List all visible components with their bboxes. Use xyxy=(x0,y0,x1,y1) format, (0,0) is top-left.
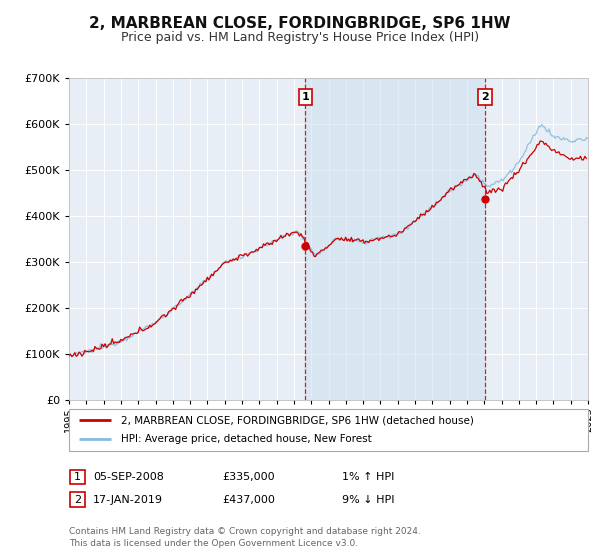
Text: 2, MARBREAN CLOSE, FORDINGBRIDGE, SP6 1HW (detached house): 2, MARBREAN CLOSE, FORDINGBRIDGE, SP6 1H… xyxy=(121,415,474,425)
FancyBboxPatch shape xyxy=(69,409,588,451)
Text: 05-SEP-2008: 05-SEP-2008 xyxy=(93,472,164,482)
Text: Contains HM Land Registry data © Crown copyright and database right 2024.: Contains HM Land Registry data © Crown c… xyxy=(69,527,421,536)
Text: 1% ↑ HPI: 1% ↑ HPI xyxy=(342,472,394,482)
Text: 2, MARBREAN CLOSE, FORDINGBRIDGE, SP6 1HW: 2, MARBREAN CLOSE, FORDINGBRIDGE, SP6 1H… xyxy=(89,16,511,31)
Text: Price paid vs. HM Land Registry's House Price Index (HPI): Price paid vs. HM Land Registry's House … xyxy=(121,31,479,44)
Text: This data is licensed under the Open Government Licence v3.0.: This data is licensed under the Open Gov… xyxy=(69,539,358,548)
Text: £335,000: £335,000 xyxy=(222,472,275,482)
Text: 2: 2 xyxy=(74,494,81,505)
Text: 17-JAN-2019: 17-JAN-2019 xyxy=(93,494,163,505)
Bar xyxy=(305,78,485,400)
FancyBboxPatch shape xyxy=(70,492,85,507)
Text: 1: 1 xyxy=(302,92,310,102)
Text: 2: 2 xyxy=(481,92,489,102)
FancyBboxPatch shape xyxy=(70,470,85,484)
Text: 1: 1 xyxy=(74,472,81,482)
Text: £437,000: £437,000 xyxy=(222,494,275,505)
Text: HPI: Average price, detached house, New Forest: HPI: Average price, detached house, New … xyxy=(121,435,371,445)
Text: 9% ↓ HPI: 9% ↓ HPI xyxy=(342,494,395,505)
